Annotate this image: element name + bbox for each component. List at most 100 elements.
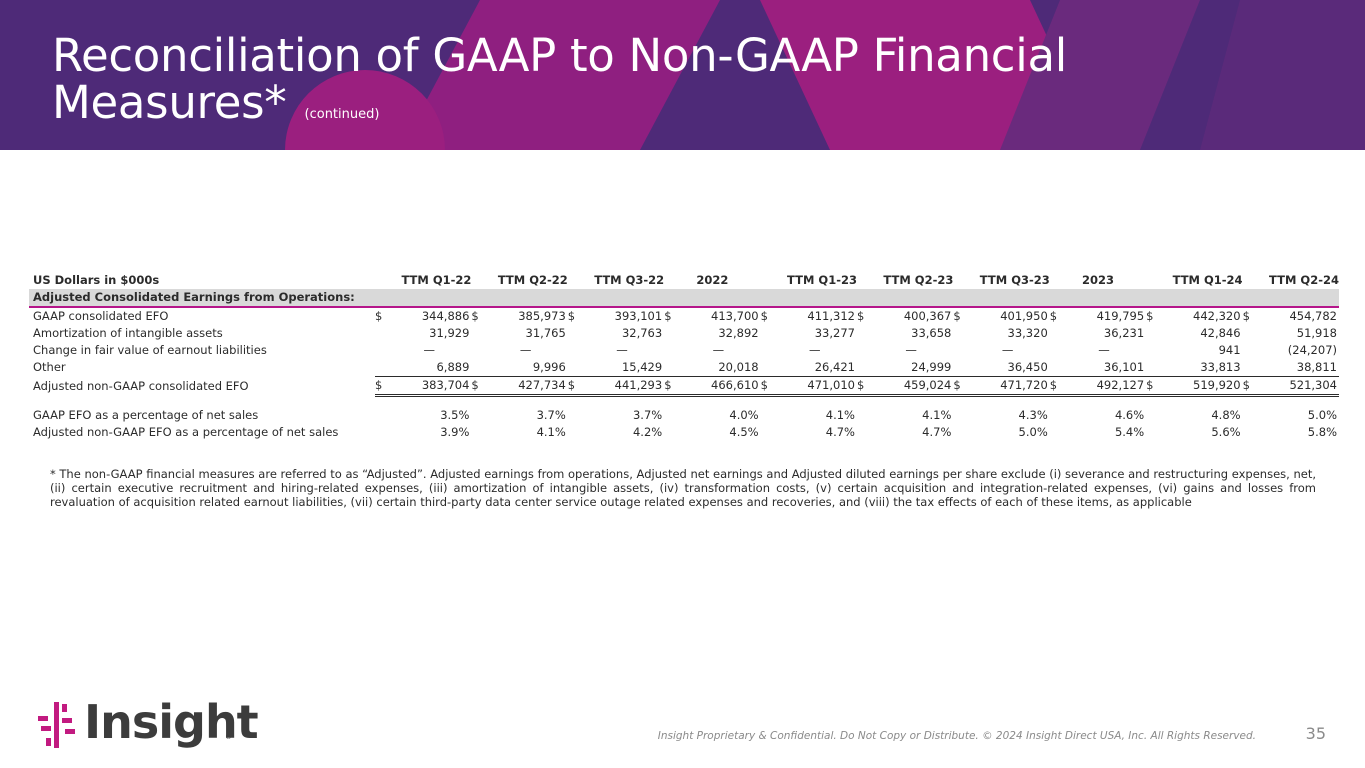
table-cell: 471,720 bbox=[965, 376, 1050, 397]
currency-spacer bbox=[471, 407, 483, 424]
row-label: Amortization of intangible assets bbox=[33, 326, 223, 340]
column-header: TTM Q2-24 bbox=[1269, 273, 1339, 287]
row-label: Other bbox=[33, 360, 66, 375]
table-cell: 442,320 bbox=[1193, 309, 1241, 323]
currency-symbol bbox=[375, 359, 387, 377]
table-row: Adjusted non-GAAP consolidated EFO $383,7… bbox=[29, 376, 1339, 397]
slide-title: Reconciliation of GAAP to Non-GAAP Finan… bbox=[52, 32, 1252, 138]
currency-symbol: $ bbox=[1049, 309, 1058, 323]
table-cell: 5.0% bbox=[1018, 425, 1048, 439]
currency-symbol bbox=[471, 342, 483, 359]
table-cell: — bbox=[616, 343, 628, 357]
table-cell: 3.9% bbox=[440, 425, 470, 439]
table-cell: 31,929 bbox=[429, 326, 470, 340]
currency-symbol bbox=[664, 325, 676, 342]
table-cell: 32,763 bbox=[621, 326, 663, 340]
row-label: Adjusted non-GAAP consolidated EFO bbox=[33, 378, 249, 393]
currency-spacer bbox=[664, 407, 676, 424]
table-cell: 471,010 bbox=[772, 376, 857, 397]
row-label: Change in fair value of earnout liabilit… bbox=[33, 343, 267, 357]
currency-symbol bbox=[1146, 359, 1158, 377]
currency-symbol: $ bbox=[567, 376, 580, 397]
currency-symbol bbox=[1243, 359, 1255, 377]
section-title: Adjusted Consolidated Earnings from Oper… bbox=[29, 289, 1339, 308]
column-header: TTM Q1-23 bbox=[787, 273, 857, 287]
table-cell: 4.8% bbox=[1211, 408, 1241, 422]
currency-symbol bbox=[857, 359, 869, 377]
title-text: Reconciliation of GAAP to Non-GAAP Finan… bbox=[52, 29, 1067, 129]
table-cell: 4.3% bbox=[1018, 408, 1048, 422]
currency-spacer bbox=[375, 407, 387, 424]
section-row: Adjusted Consolidated Earnings from Oper… bbox=[29, 289, 1339, 308]
currency-symbol bbox=[664, 359, 676, 377]
table-cell: 4.5% bbox=[729, 425, 759, 439]
header-label: US Dollars in $000s bbox=[33, 273, 160, 287]
legal-notice: Insight Proprietary & Confidential. Do N… bbox=[657, 730, 1256, 742]
page-number: 35 bbox=[1305, 724, 1326, 743]
table-cell: 383,704 bbox=[387, 376, 472, 397]
table-cell: 5.0% bbox=[1307, 408, 1337, 422]
insight-logo-icon bbox=[38, 702, 75, 748]
currency-symbol: $ bbox=[664, 376, 677, 397]
currency-symbol: $ bbox=[375, 309, 383, 323]
table-cell: 427,734 bbox=[483, 376, 568, 397]
table-cell: — bbox=[1098, 343, 1110, 357]
column-header: TTM Q1-24 bbox=[1172, 273, 1243, 287]
currency-symbol bbox=[1050, 342, 1062, 359]
currency-spacer bbox=[857, 424, 869, 441]
table-cell: 521,304 bbox=[1254, 376, 1339, 397]
table-cell: 5.6% bbox=[1211, 425, 1241, 439]
table-cell: — bbox=[519, 343, 532, 357]
column-header: TTM Q1-22 bbox=[401, 273, 472, 287]
table-cell: 492,127 bbox=[1061, 376, 1147, 397]
currency-symbol bbox=[953, 325, 965, 342]
currency-symbol: $ bbox=[953, 376, 966, 397]
currency-spacer bbox=[375, 424, 387, 441]
currency-symbol bbox=[1050, 325, 1062, 342]
row-label: Adjusted non-GAAP EFO as a percentage of… bbox=[33, 425, 339, 439]
currency-symbol: $ bbox=[471, 309, 479, 323]
currency-symbol bbox=[761, 325, 773, 342]
currency-spacer bbox=[1146, 424, 1158, 441]
spacer-row bbox=[29, 396, 1339, 408]
table-cell: 15,429 bbox=[621, 360, 663, 374]
table-header-row: US Dollars in $000s TTM Q1-22 TTM Q2-22 TTM… bbox=[29, 272, 1339, 289]
currency-spacer bbox=[1243, 407, 1255, 424]
column-header: TTM Q3-22 bbox=[594, 273, 665, 287]
table-cell: 4.1% bbox=[536, 425, 566, 439]
table-row: GAAP EFO as a percentage of net sales 3.5… bbox=[29, 407, 1339, 424]
table-cell: 441,293 bbox=[579, 376, 665, 397]
table-cell: 519,920 bbox=[1158, 376, 1243, 397]
table-cell: 26,421 bbox=[814, 360, 855, 374]
table-row: Adjusted non-GAAP EFO as a percentage of… bbox=[29, 424, 1339, 441]
header-banner: Reconciliation of GAAP to Non-GAAP Finan… bbox=[0, 0, 1365, 150]
currency-symbol: $ bbox=[953, 309, 961, 323]
currency-symbol bbox=[1243, 342, 1255, 359]
currency-symbol bbox=[471, 359, 483, 377]
currency-symbol: $ bbox=[567, 309, 576, 323]
table-cell: 4.2% bbox=[632, 425, 663, 439]
table-cell: 33,320 bbox=[1007, 326, 1048, 340]
currency-symbol: $ bbox=[375, 376, 388, 397]
currency-symbol: $ bbox=[1146, 376, 1159, 397]
table-cell: 33,658 bbox=[911, 326, 952, 340]
currency-spacer bbox=[953, 424, 965, 441]
currency-spacer bbox=[761, 424, 773, 441]
currency-symbol: $ bbox=[664, 309, 672, 323]
currency-spacer bbox=[857, 407, 869, 424]
table-cell: 6,889 bbox=[436, 360, 470, 374]
table-cell: 4.6% bbox=[1114, 408, 1145, 422]
currency-symbol bbox=[857, 325, 869, 342]
table-cell: 4.7% bbox=[922, 425, 952, 439]
row-label: GAAP consolidated EFO bbox=[33, 309, 169, 323]
table-cell: 3.5% bbox=[440, 408, 470, 422]
table-cell: 5.4% bbox=[1114, 425, 1145, 439]
table-row: Change in fair value of earnout liabilit… bbox=[29, 342, 1339, 359]
table-cell: 33,277 bbox=[814, 326, 855, 340]
table-cell: 3.7% bbox=[632, 408, 663, 422]
currency-symbol: $ bbox=[856, 376, 869, 397]
table-cell: 454,782 bbox=[1289, 309, 1337, 323]
table-cell: 400,367 bbox=[903, 309, 952, 323]
currency-symbol: $ bbox=[1242, 376, 1255, 397]
table-cell: — bbox=[1001, 343, 1014, 357]
